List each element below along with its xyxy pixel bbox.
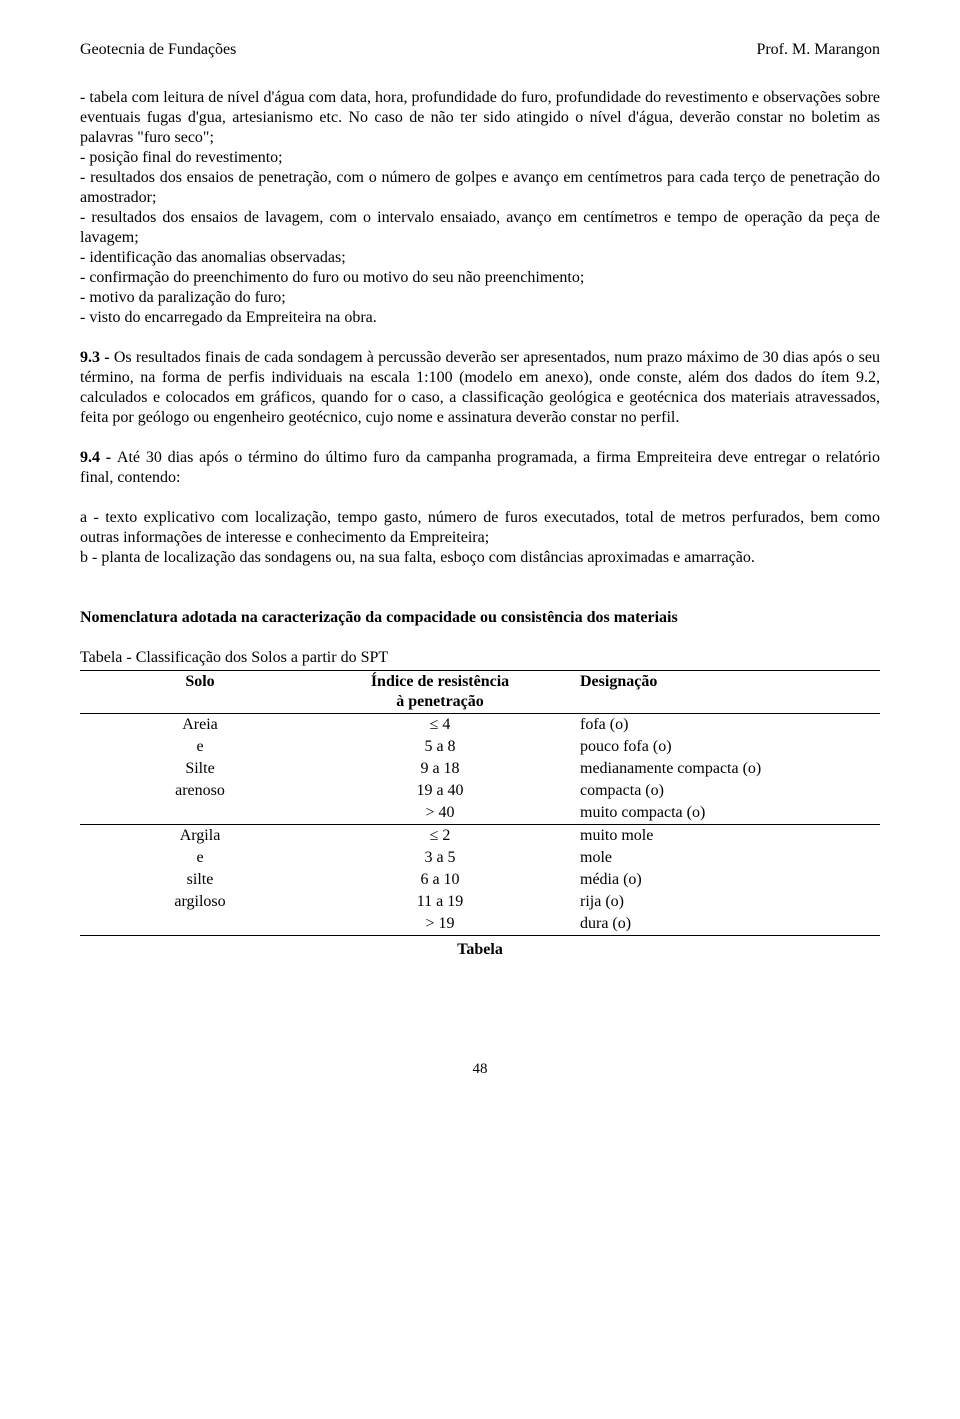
section-9-4: 9.4 - Até 30 dias após o término do últi… [80, 448, 880, 488]
th-indice-line1: Índice de resistência [326, 672, 554, 692]
table-row: > 19dura (o) [80, 913, 880, 936]
table-row: silte6 a 10média (o) [80, 869, 880, 891]
th-indice: Índice de resistência à penetração [320, 671, 560, 714]
cell-solo: e [80, 736, 320, 758]
cell-des: fofa (o) [560, 714, 880, 737]
cell-solo: Areia [80, 714, 320, 737]
section-9-3-lead: 9.3 - [80, 349, 114, 366]
cell-des: mole [560, 847, 880, 869]
section-9-4-text: Até 30 dias após o término do último fur… [80, 449, 880, 486]
table-row: e3 a 5mole [80, 847, 880, 869]
cell-idx: 19 a 40 [320, 780, 560, 802]
cell-des: dura (o) [560, 913, 880, 936]
cell-idx: ≤ 4 [320, 714, 560, 737]
cell-idx: 6 a 10 [320, 869, 560, 891]
item-b: b - planta de localização das sondagens … [80, 548, 880, 568]
cell-solo: arenoso [80, 780, 320, 802]
cell-des: muito mole [560, 825, 880, 848]
cell-des: média (o) [560, 869, 880, 891]
table-row: e5 a 8pouco fofa (o) [80, 736, 880, 758]
cell-solo [80, 913, 320, 936]
intro-p1: - tabela com leitura de nível d'água com… [80, 88, 880, 148]
cell-idx: > 40 [320, 802, 560, 825]
table-row: > 40muito compacta (o) [80, 802, 880, 825]
cell-des: muito compacta (o) [560, 802, 880, 825]
section-9-3-text: Os resultados finais de cada sondagem à … [80, 349, 880, 426]
cell-idx: 3 a 5 [320, 847, 560, 869]
cell-solo: Argila [80, 825, 320, 848]
header-right: Prof. M. Marangon [756, 40, 880, 60]
th-solo: Solo [80, 671, 320, 714]
cell-des: rija (o) [560, 891, 880, 913]
cell-idx: 11 a 19 [320, 891, 560, 913]
cell-des: compacta (o) [560, 780, 880, 802]
cell-idx: > 19 [320, 913, 560, 936]
cell-solo: silte [80, 869, 320, 891]
cell-idx: 9 a 18 [320, 758, 560, 780]
items-block: a - texto explicativo com localização, t… [80, 508, 880, 568]
spt-table: Solo Índice de resistência à penetração … [80, 670, 880, 936]
table-header-row: Solo Índice de resistência à penetração … [80, 671, 880, 714]
intro-l5: - confirmação do preenchimento do furo o… [80, 268, 880, 288]
th-designacao: Designação [560, 671, 880, 714]
section-9-4-lead: 9.4 - [80, 449, 117, 466]
page-number: 48 [80, 1060, 880, 1079]
table-row: Argila≤ 2muito mole [80, 825, 880, 848]
cell-des: medianamente compacta (o) [560, 758, 880, 780]
cell-solo: argiloso [80, 891, 320, 913]
cell-solo: Silte [80, 758, 320, 780]
cell-idx: 5 a 8 [320, 736, 560, 758]
th-indice-line2: à penetração [326, 692, 554, 712]
intro-l4: - identificação das anomalias observadas… [80, 248, 880, 268]
table-row: arenoso19 a 40compacta (o) [80, 780, 880, 802]
item-a: a - texto explicativo com localização, t… [80, 508, 880, 548]
intro-l3: - resultados dos ensaios de lavagem, com… [80, 208, 880, 248]
table-row: argiloso11 a 19rija (o) [80, 891, 880, 913]
section-9-3: 9.3 - Os resultados finais de cada sonda… [80, 348, 880, 428]
header-left: Geotecnia de Fundações [80, 40, 236, 60]
cell-solo: e [80, 847, 320, 869]
cell-solo [80, 802, 320, 825]
cell-des: pouco fofa (o) [560, 736, 880, 758]
table-footer-label: Tabela [80, 940, 880, 960]
table-row: Areia≤ 4fofa (o) [80, 714, 880, 737]
intro-l7: - visto do encarregado da Empreiteira na… [80, 308, 880, 328]
nomenclature-title: Nomenclatura adotada na caracterização d… [80, 608, 880, 628]
intro-l2: - resultados dos ensaios de penetração, … [80, 168, 880, 208]
table-row: Silte9 a 18medianamente compacta (o) [80, 758, 880, 780]
intro-l1: - posição final do revestimento; [80, 148, 880, 168]
cell-idx: ≤ 2 [320, 825, 560, 848]
table-caption: Tabela - Classificação dos Solos a parti… [80, 648, 880, 668]
intro-l6: - motivo da paralização do furo; [80, 288, 880, 308]
intro-block: - tabela com leitura de nível d'água com… [80, 88, 880, 328]
